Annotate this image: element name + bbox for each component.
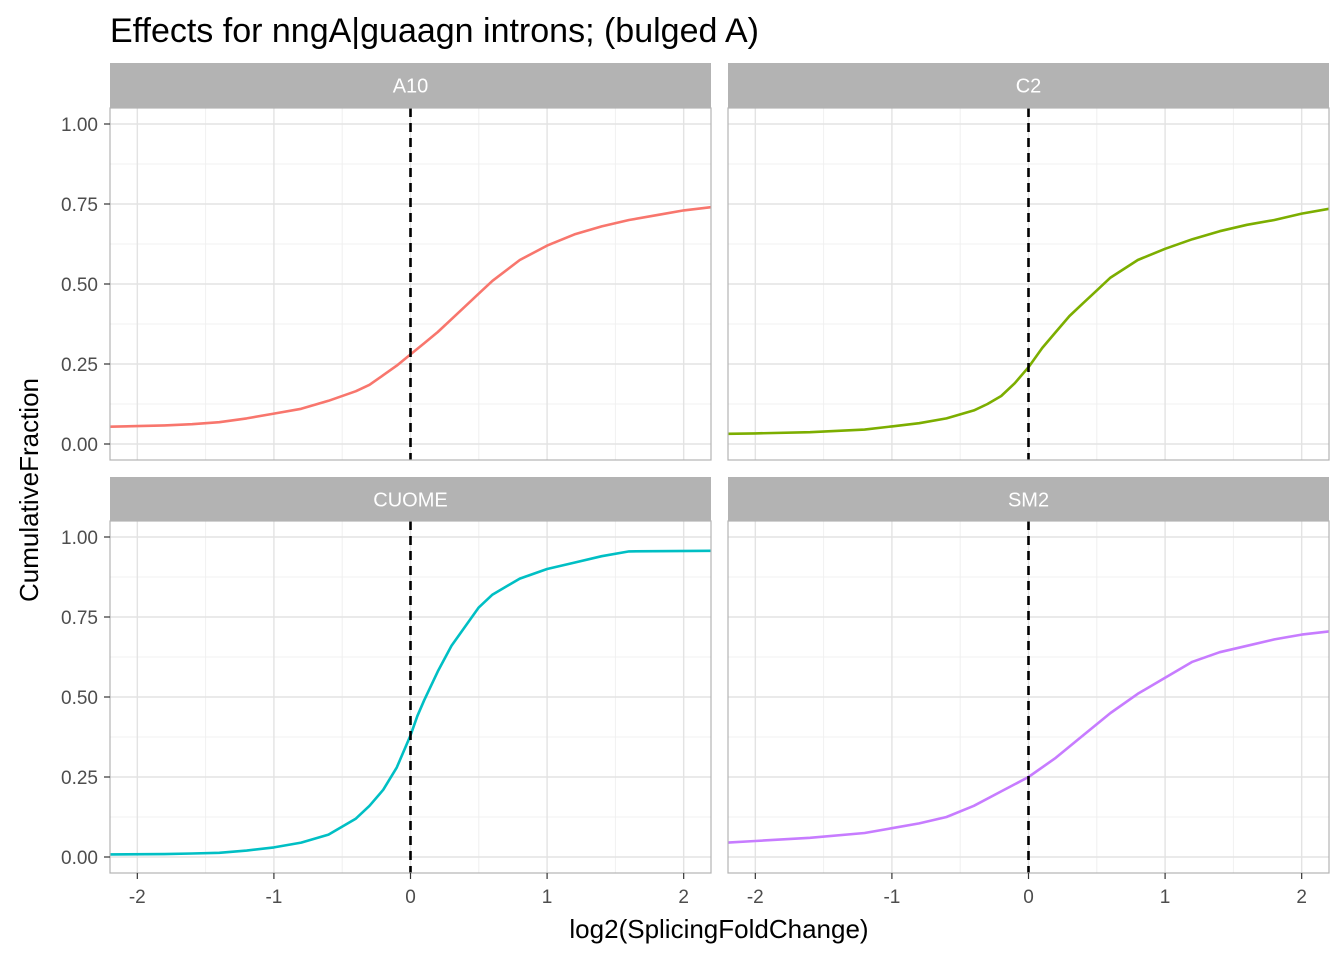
series-line-a10 <box>109 205 712 428</box>
x-tick-label: 1 <box>542 887 553 908</box>
series-line-sm2 <box>727 630 1330 844</box>
y-axis-label: CumulativeFraction <box>14 378 44 602</box>
y-tick-label: 1.00 <box>61 528 98 549</box>
facet-strip-label: A10 <box>393 76 429 98</box>
panel-border <box>727 107 1330 461</box>
x-axis-label: log2(SplicingFoldChange) <box>569 914 868 944</box>
y-tick-label: 0.75 <box>61 195 98 216</box>
facet-strip <box>728 477 1329 522</box>
series-line-cuome <box>109 549 712 856</box>
facet-panel-sm2: SM2 -2 -1 0 1 2 <box>727 477 1330 908</box>
facet-strip <box>728 63 1329 108</box>
x-tick-label: 2 <box>678 887 689 908</box>
facet-strip-label: CUOME <box>373 490 447 512</box>
x-tick-label: 0 <box>1023 887 1034 908</box>
x-tick-label: 0 <box>405 887 416 908</box>
facet-strip-label: SM2 <box>1008 490 1049 512</box>
x-tick-label: -2 <box>747 887 764 908</box>
x-tick-label: -1 <box>265 887 282 908</box>
y-tick-label: 1.00 <box>61 115 98 136</box>
facet-panel-a10: A10 0.00 0.25 0.50 0.75 1.00 <box>61 63 712 461</box>
facet-panels: A10 0.00 0.25 0.50 0.75 1.00 C2 CUOME 0.00 0.25 0.… <box>61 63 1330 908</box>
y-tick-label: 0.25 <box>61 768 98 789</box>
facet-panel-c2: C2 <box>727 63 1330 461</box>
facet-strip-label: C2 <box>1016 76 1042 98</box>
facet-panel-cuome: CUOME 0.00 0.25 0.50 0.75 1.00 -2 -1 0 1 2 <box>61 477 712 908</box>
x-tick-label: 2 <box>1296 887 1307 908</box>
series-line-c2 <box>727 207 1330 436</box>
y-tick-label: 0.25 <box>61 355 98 376</box>
y-tick-label: 0.00 <box>61 848 98 869</box>
y-tick-label: 0.50 <box>61 275 98 296</box>
chart-title: Effects for nngA|guaagn introns; (bulged… <box>110 12 759 50</box>
y-tick-label: 0.75 <box>61 608 98 629</box>
x-tick-label: 1 <box>1160 887 1171 908</box>
facet-strip <box>110 63 711 108</box>
facet-strip <box>110 477 711 522</box>
x-tick-label: -1 <box>883 887 900 908</box>
x-tick-label: -2 <box>129 887 146 908</box>
y-tick-label: 0.50 <box>61 688 98 709</box>
y-tick-label: 0.00 <box>61 435 98 456</box>
